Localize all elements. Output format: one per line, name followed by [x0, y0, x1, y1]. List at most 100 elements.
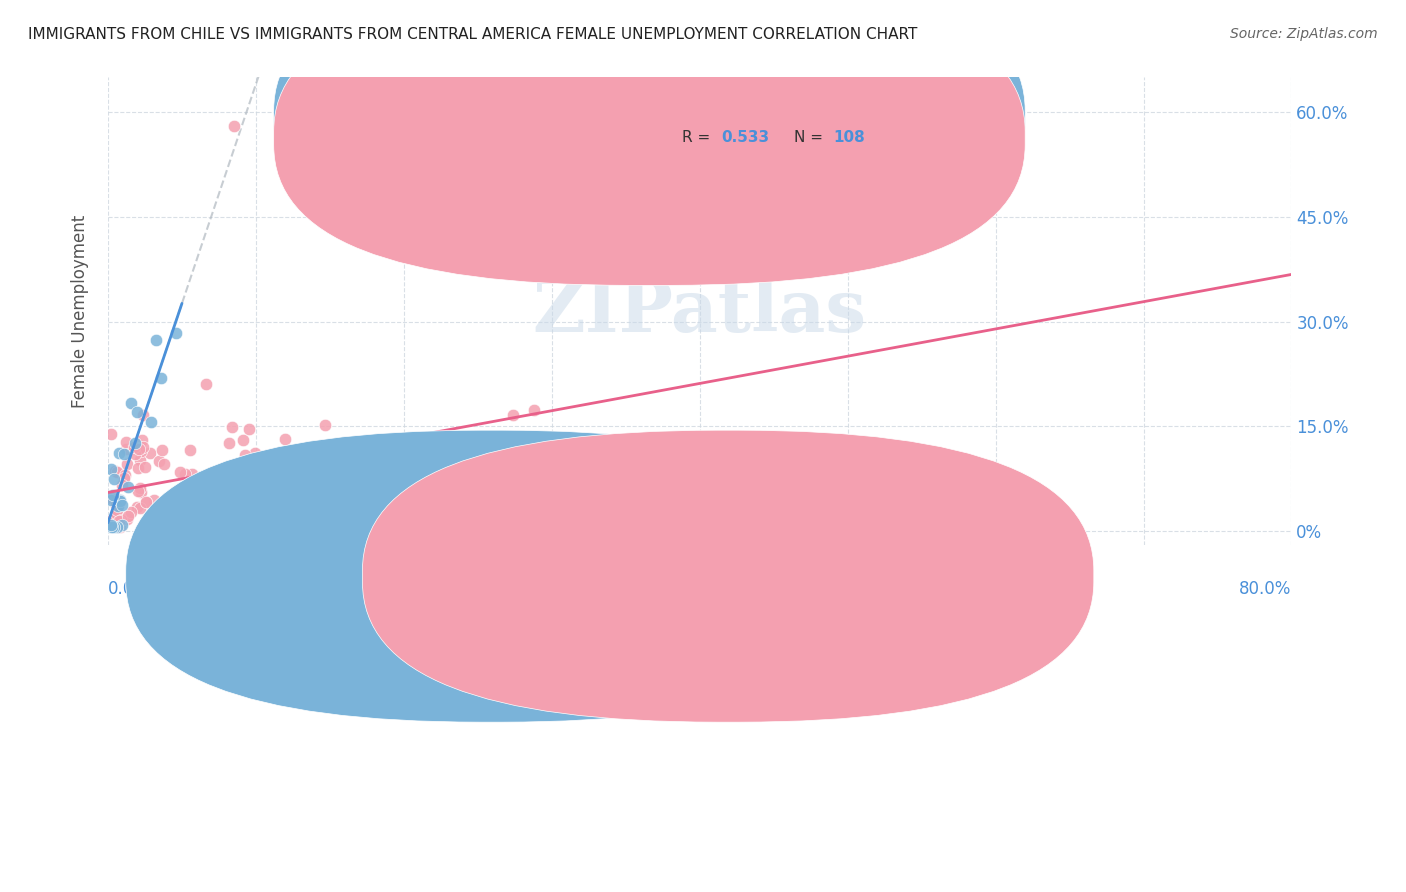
Point: [274, 487, 297, 501]
Text: 0.0%: 0.0%: [108, 580, 150, 598]
Text: 80.0%: 80.0%: [1239, 580, 1292, 598]
Point: [387, 434, 409, 449]
Point: [302, 469, 325, 483]
Point: [131, 440, 153, 454]
Point: [496, 453, 519, 467]
Point: [115, 457, 138, 471]
Text: R =: R =: [682, 129, 716, 145]
Point: [340, 470, 363, 484]
Point: [129, 500, 152, 515]
Point: [245, 446, 267, 460]
Point: [114, 467, 136, 482]
Point: [120, 505, 142, 519]
Text: 108: 108: [834, 129, 865, 145]
Point: [465, 520, 488, 534]
Point: [232, 433, 254, 447]
Point: [111, 498, 134, 512]
Point: [238, 422, 260, 436]
Point: [129, 443, 152, 458]
Point: [314, 417, 336, 432]
Point: [190, 510, 212, 524]
Point: [221, 420, 243, 434]
Point: [232, 459, 254, 474]
Point: [131, 433, 153, 447]
Point: [129, 453, 152, 467]
Point: [127, 484, 149, 499]
Point: [405, 434, 427, 449]
Point: [101, 488, 124, 502]
Point: [145, 333, 167, 347]
Point: [191, 502, 214, 516]
Point: [195, 376, 218, 391]
Point: [100, 493, 122, 508]
Point: [266, 450, 288, 465]
Point: [149, 498, 172, 512]
Point: [100, 462, 122, 476]
Point: [228, 484, 250, 499]
Point: [100, 491, 122, 505]
Point: [249, 455, 271, 469]
Point: [328, 467, 350, 482]
Point: [295, 506, 318, 520]
Point: [105, 465, 128, 479]
Point: [107, 520, 129, 534]
Point: [204, 483, 226, 498]
FancyBboxPatch shape: [605, 101, 960, 164]
Point: [499, 456, 522, 470]
Point: [150, 442, 173, 457]
Point: [143, 492, 166, 507]
Point: [152, 520, 174, 534]
Point: [214, 496, 236, 510]
Point: [117, 480, 139, 494]
Point: [502, 408, 524, 422]
Point: [112, 447, 135, 461]
Point: [114, 442, 136, 457]
Point: [105, 520, 128, 534]
FancyBboxPatch shape: [274, 0, 1025, 285]
Y-axis label: Female Unemployment: Female Unemployment: [72, 214, 89, 408]
Text: 24: 24: [834, 109, 860, 124]
Point: [139, 446, 162, 460]
Point: [259, 457, 281, 471]
Point: [100, 489, 122, 503]
Point: [104, 464, 127, 478]
Point: [110, 520, 132, 534]
Point: [132, 408, 155, 422]
Point: [235, 486, 257, 500]
Point: [104, 506, 127, 520]
Point: [224, 120, 246, 134]
Point: [110, 513, 132, 527]
Point: [131, 485, 153, 500]
Point: [135, 495, 157, 509]
Point: [125, 405, 148, 419]
Point: [135, 495, 157, 509]
Point: [110, 493, 132, 508]
Point: [181, 467, 204, 482]
Point: [238, 452, 260, 467]
Point: [169, 466, 191, 480]
Point: [394, 442, 416, 456]
Point: [127, 461, 149, 475]
FancyBboxPatch shape: [125, 430, 858, 723]
Point: [150, 371, 173, 385]
Point: [105, 498, 128, 512]
Point: [193, 502, 215, 516]
Point: [342, 468, 364, 483]
Point: [128, 442, 150, 456]
Point: [169, 516, 191, 531]
Point: [274, 432, 297, 446]
Point: [120, 395, 142, 409]
Point: [159, 497, 181, 511]
Point: [169, 497, 191, 511]
Point: [112, 471, 135, 485]
Point: [139, 415, 162, 429]
Point: [475, 458, 498, 473]
Point: [101, 513, 124, 527]
Text: ZIPatlas: ZIPatlas: [533, 276, 866, 346]
Point: [103, 520, 125, 534]
Point: [449, 434, 471, 449]
Point: [233, 449, 256, 463]
Point: [523, 403, 546, 417]
Point: [107, 499, 129, 513]
Point: [245, 483, 267, 497]
